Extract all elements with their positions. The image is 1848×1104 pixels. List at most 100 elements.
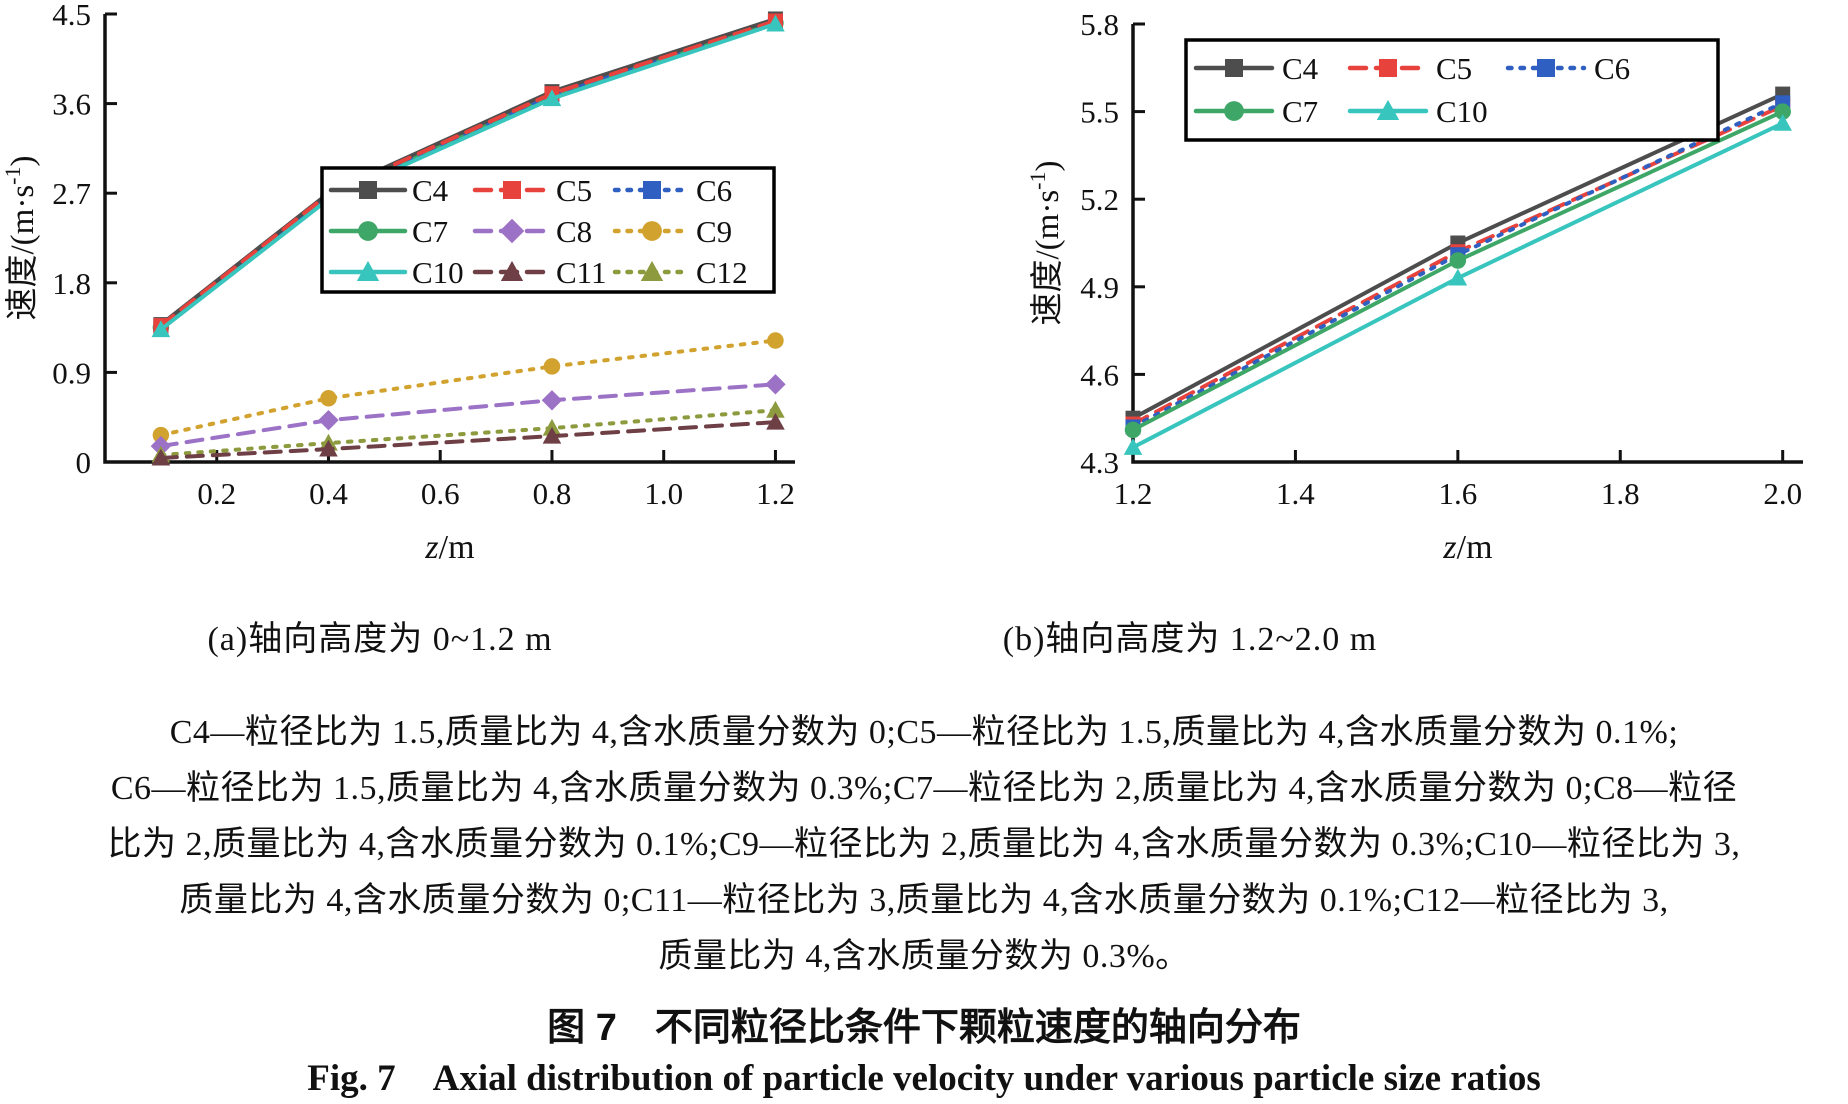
marker-triangle xyxy=(1773,113,1792,131)
svg-text:1.2: 1.2 xyxy=(1114,476,1153,511)
series-line-C9 xyxy=(158,338,778,438)
legend-label-C6: C6 xyxy=(1594,51,1630,86)
legend-label-C7: C7 xyxy=(412,214,448,249)
series-line-C11 xyxy=(158,420,778,461)
series-line-C8 xyxy=(158,382,778,449)
marker-triangle xyxy=(1123,438,1143,455)
caption-line: 比为 2,质量比为 4,含水质量分数为 0.1%;C9—粒径比为 2,质量比为 … xyxy=(107,826,1741,863)
svg-text:5.5: 5.5 xyxy=(1080,95,1119,130)
marker-circle xyxy=(543,358,561,375)
series-line-C12 xyxy=(158,408,778,458)
marker-triangle xyxy=(1376,99,1400,120)
marker-triangle xyxy=(319,439,338,457)
marker-circle xyxy=(1449,252,1467,269)
marker-triangle xyxy=(766,412,785,430)
svg-text:1.4: 1.4 xyxy=(1276,476,1315,511)
marker-triangle xyxy=(151,448,171,466)
legend-label-C4: C4 xyxy=(1282,51,1319,86)
marker-circle xyxy=(152,426,170,444)
legend-label-C6: C6 xyxy=(696,173,732,208)
svg-text:1.0: 1.0 xyxy=(644,476,683,511)
marker-triangle xyxy=(151,320,171,338)
axes: 4.3 4.6 4.9 5.2 5.5 5.8 1.2 1.4 1.6 1.8 2.0 xyxy=(1080,7,1803,511)
svg-text:2.0: 2.0 xyxy=(1763,476,1802,511)
svg-text:5.8: 5.8 xyxy=(1080,7,1119,42)
legend-label-C8: C8 xyxy=(556,214,592,249)
marker-diamond xyxy=(318,409,339,431)
svg-text:0.9: 0.9 xyxy=(52,355,91,390)
marker-triangle xyxy=(356,260,380,281)
series-line-C10 xyxy=(158,21,778,332)
marker-diamond xyxy=(541,390,563,411)
legend: C4 C5 C6 C7 C10 xyxy=(1184,38,1720,142)
legend-label-C7: C7 xyxy=(1282,94,1318,129)
figure-title-en: Fig. 7 Axial distribution of particle ve… xyxy=(307,1058,1541,1099)
chart-a-subtitle: (a)轴向高度为 0~1.2 m xyxy=(207,621,553,658)
marker-triangle xyxy=(766,14,785,32)
axes: 0 0.9 1.8 2.7 3.6 4.5 0.2 0.4 0.6 0.8 1.0 1.2 xyxy=(52,0,795,511)
marker-square xyxy=(503,181,521,199)
chart-b-subtitle: (b)轴向高度为 1.2~2.0 m xyxy=(1002,621,1378,658)
caption-line: C4—粒径比为 1.5,质量比为 4,含水质量分数为 0;C5—粒径比为 1.5… xyxy=(169,714,1679,751)
svg-text:1.2: 1.2 xyxy=(756,476,795,511)
marker-triangle xyxy=(542,426,562,444)
marker-square xyxy=(643,181,661,199)
x-axis-label: z/m xyxy=(1442,529,1492,566)
svg-text:1.8: 1.8 xyxy=(1601,476,1640,511)
legend-label-C4: C4 xyxy=(412,173,449,208)
marker-circle xyxy=(320,390,337,407)
svg-text:0.4: 0.4 xyxy=(309,476,348,511)
caption-line: 质量比为 4,含水质量分数为 0.3%。 xyxy=(658,938,1190,975)
chart-b-axial-velocity-1.2-2.0m: 4.3 4.6 4.9 5.2 5.5 5.8 1.2 1.4 1.6 1.8 2.0 速度/(m·s… xyxy=(1025,7,1803,566)
y-axis-label: 速度/(m·s-1) xyxy=(0,156,41,321)
x-axis-label: z/m xyxy=(424,529,474,566)
svg-text:4.6: 4.6 xyxy=(1080,357,1119,392)
figure-title-zh: 图 7 不同粒径比条件下颗粒速度的轴向分布 xyxy=(547,1007,1301,1049)
marker-square xyxy=(1225,59,1243,77)
svg-text:0.8: 0.8 xyxy=(533,476,572,511)
marker-circle xyxy=(1774,103,1791,120)
svg-text:0.6: 0.6 xyxy=(421,476,460,511)
caption-line: 质量比为 4,含水质量分数为 0;C11—粒径比为 3,质量比为 4,含水质量分… xyxy=(179,882,1669,919)
marker-triangle xyxy=(542,89,562,107)
series-group xyxy=(150,11,786,466)
svg-text:5.2: 5.2 xyxy=(1080,182,1119,217)
svg-text:4.3: 4.3 xyxy=(1080,445,1119,480)
y-axis-label: 速度/(m·s-1) xyxy=(1025,161,1066,326)
marker-square xyxy=(1537,59,1555,77)
marker-triangle xyxy=(766,400,785,418)
svg-text:4.5: 4.5 xyxy=(52,0,91,32)
marker-circle xyxy=(767,332,784,349)
svg-text:3.6: 3.6 xyxy=(52,87,91,122)
legend-label-C5: C5 xyxy=(556,173,592,208)
svg-text:0.2: 0.2 xyxy=(197,476,236,511)
svg-text:2.7: 2.7 xyxy=(52,176,91,211)
marker-circle xyxy=(642,221,662,241)
marker-circle xyxy=(1224,101,1244,121)
series-line-C5 xyxy=(158,18,778,328)
caption-line: C6—粒径比为 1.5,质量比为 4,含水质量分数为 0.3%;C7—粒径比为 … xyxy=(110,770,1738,807)
marker-diamond xyxy=(765,374,786,395)
marker-square xyxy=(359,181,377,199)
legend: C4 C5 C6 C7 C8 C9 C10 C11 C12 xyxy=(320,166,776,294)
marker-triangle xyxy=(1448,268,1468,286)
series-group xyxy=(1123,86,1792,455)
legend-label-C10: C10 xyxy=(1436,94,1488,129)
marker-circle xyxy=(358,221,378,241)
marker-square xyxy=(1379,59,1397,77)
svg-text:4.9: 4.9 xyxy=(1080,270,1119,305)
legend-label-C12: C12 xyxy=(696,255,748,290)
marker-triangle xyxy=(500,260,524,281)
marker-triangle xyxy=(640,260,664,281)
legend-label-C11: C11 xyxy=(556,255,607,290)
chart-a-axial-velocity-0-1.2m: 0 0.9 1.8 2.7 3.6 4.5 0.2 0.4 0.6 0.8 1.0 1.2 速度/(m·… xyxy=(0,0,795,566)
legend-label-C9: C9 xyxy=(696,214,732,249)
marker-circle xyxy=(1124,421,1142,439)
svg-text:1.6: 1.6 xyxy=(1438,476,1477,511)
legend-label-C10: C10 xyxy=(412,255,464,290)
svg-text:0: 0 xyxy=(76,445,92,480)
legend-label-C5: C5 xyxy=(1436,51,1472,86)
marker-diamond xyxy=(499,218,525,244)
svg-text:1.8: 1.8 xyxy=(52,266,91,301)
